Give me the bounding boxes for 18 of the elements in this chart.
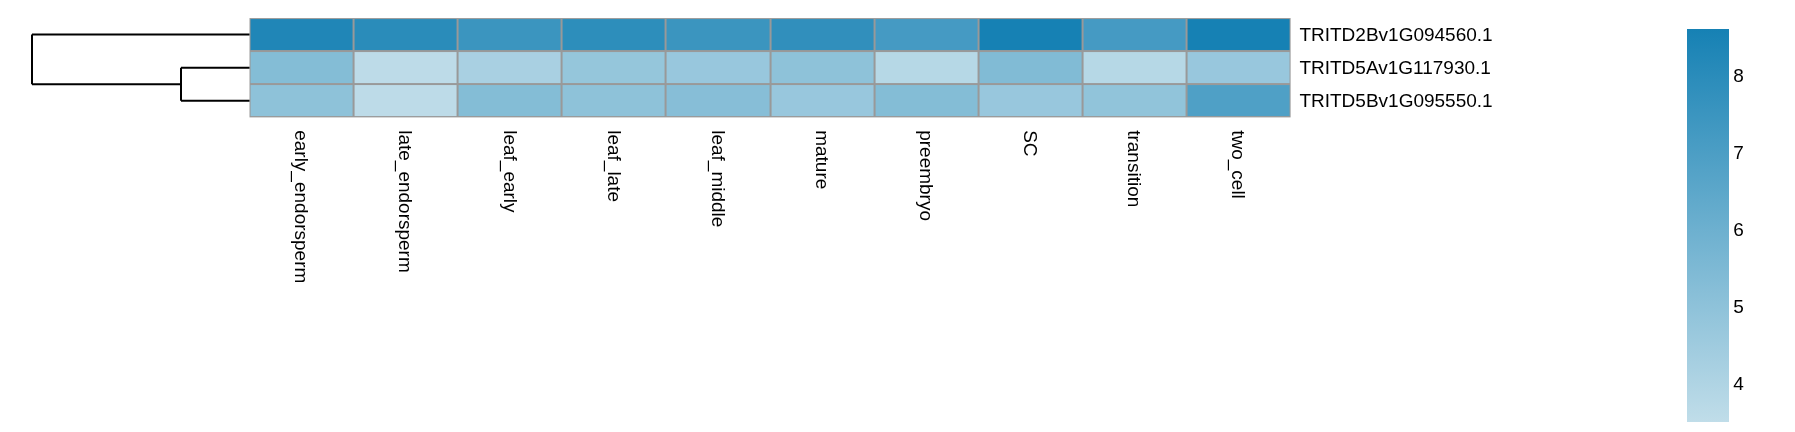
color-bar-label: 8	[1733, 64, 1744, 86]
x-tick-label: leaf_middle	[706, 130, 729, 228]
y-tick-label: TRITD5Av1G117930.1	[1299, 57, 1491, 79]
color-bar-label: 4	[1733, 373, 1745, 395]
x-tick-label: transition	[1124, 130, 1146, 208]
y-tick-label: TRITD5Bv1G095550.1	[1299, 90, 1493, 112]
x-tick-label: leaf_early	[498, 130, 521, 214]
x-tick-label: preembryo	[916, 130, 938, 222]
color-bar-label: 5	[1733, 295, 1744, 317]
color-bar-label: 6	[1733, 218, 1744, 240]
x-tick-label: leaf_late	[602, 130, 625, 203]
x-tick-label: early_endorsperm	[290, 130, 313, 284]
color-bar-label: 7	[1733, 141, 1744, 163]
x-tick-label: mature	[811, 130, 833, 190]
x-tick-label: two_cell	[1227, 130, 1250, 199]
y-tick-label: TRITD2Bv1G094560.1	[1299, 24, 1493, 46]
x-tick-label: late_endorsperm	[394, 130, 417, 273]
x-tick-label: SC	[1020, 130, 1042, 157]
